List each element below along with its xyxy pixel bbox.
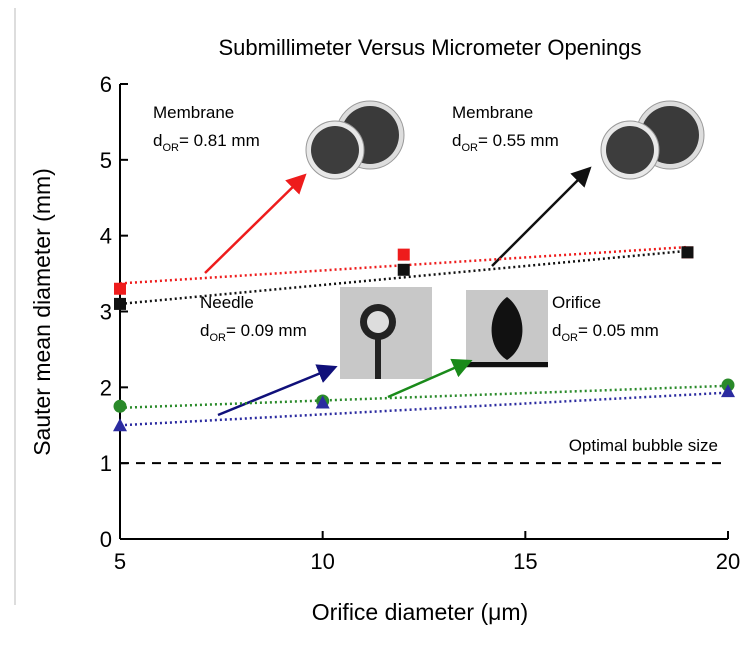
annotation-text: dOR= 0.09 mm [200,321,307,344]
y-tick-label: 5 [100,148,112,173]
annotation-subscript: OR [162,142,179,154]
annotation-text: dOR= 0.55 mm [452,131,559,154]
orifice-image [466,290,548,368]
annotation-value: = 0.09 mm [226,321,307,340]
point [113,418,127,432]
annotation-text: dOR= 0.81 mm [153,131,260,154]
point [397,248,410,261]
annotation-title: Membrane [153,103,234,122]
membrane-image [600,100,705,180]
y-tick-label: 6 [100,72,112,97]
y-tick-label: 1 [100,451,112,476]
annotation-subscript: OR [561,332,578,344]
x-tick-label: 15 [513,549,537,574]
point [113,399,127,413]
point [721,384,735,398]
annotation-text: dOR= 0.05 mm [552,321,659,344]
x-tick-label: 5 [114,549,126,574]
point [681,246,694,259]
annotation-subscript: OR [209,332,226,344]
y-tick-label: 0 [100,527,112,552]
y-axis-label: Sauter mean diameter (mm) [29,168,55,456]
arrow [387,358,473,399]
arrow [217,364,338,417]
trendline [119,384,729,410]
x-tick-label: 10 [310,549,334,574]
point [114,297,126,310]
annotation-title: Membrane [452,103,533,122]
annotation-title: Needle [200,293,254,312]
x-tick-label: 20 [716,549,740,574]
reference-label: Optimal bubble size [569,436,718,455]
membrane-image [305,100,405,180]
trendline [119,391,729,427]
annotation-subscript: OR [461,142,478,154]
x-axis-label: Orifice diameter (μm) [312,599,528,625]
annotation-symbol: d [153,131,162,150]
annotation-symbol: d [200,321,209,340]
annotation-value: = 0.81 mm [179,131,260,150]
y-tick-label: 3 [100,300,112,325]
needle-image [340,287,432,379]
annotation-symbol: d [552,321,561,340]
arrow [491,166,592,267]
annotation-value: = 0.05 mm [578,321,659,340]
point [315,395,330,409]
annotation-value: = 0.55 mm [478,131,559,150]
point [397,263,410,276]
y-tick-label: 4 [100,224,112,249]
point [114,282,126,295]
y-tick-label: 2 [100,375,112,400]
chart-title: Submillimeter Versus Micrometer Openings [218,35,641,60]
annotation-title: Orifice [552,293,601,312]
arrow [204,173,307,274]
annotation-symbol: d [452,131,461,150]
